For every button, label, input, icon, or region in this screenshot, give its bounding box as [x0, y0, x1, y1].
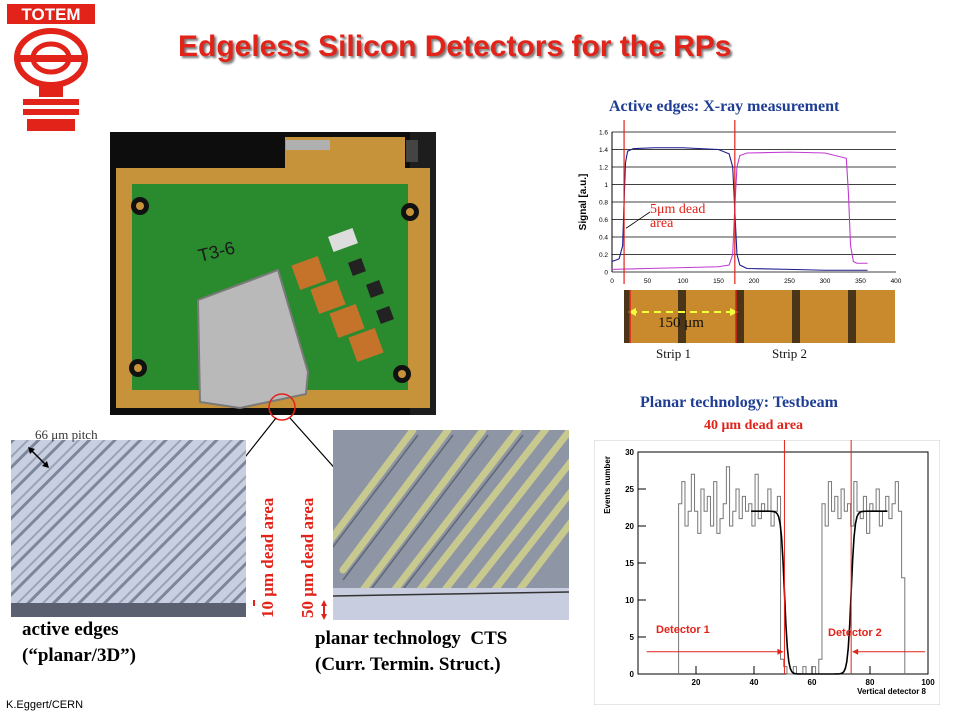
xray-y-tick-label: 0.8	[599, 200, 608, 207]
page-title: Edgeless Silicon Detectors for the RPs	[178, 30, 732, 63]
testbeam-x-tick-label: 20	[692, 678, 701, 687]
detector-2-arrowhead	[852, 648, 859, 655]
testbeam-x-axis-label: Vertical detector 8	[857, 687, 926, 696]
zoom-circle	[268, 393, 296, 421]
testbeam-x-tick-label: 100	[921, 678, 935, 687]
xray-x-tick-label: 300	[820, 278, 831, 285]
totem-logo-text: TOTEM	[21, 5, 80, 24]
detector-board-photo: T3-6	[110, 132, 436, 415]
xray-y-axis-label: Signal [a.u.]	[578, 174, 589, 231]
testbeam-x-tick-label: 40	[750, 678, 759, 687]
testbeam-dead-label: 40 μm dead area	[704, 418, 804, 433]
totem-logo: TOTEM	[5, 3, 97, 133]
testbeam-y-tick-label: 15	[625, 559, 634, 568]
xray-y-tick-label: 0	[604, 270, 608, 277]
testbeam-x-tick-label: 80	[866, 678, 875, 687]
testbeam-y-tick-label: 25	[625, 485, 634, 494]
xray-x-tick-label: 400	[891, 278, 902, 285]
testbeam-y-tick-label: 0	[630, 670, 635, 679]
xray-x-tick-label: 0	[610, 278, 614, 285]
planar-cts-micrograph	[319, 416, 592, 620]
xray-annotation-pointer	[625, 211, 651, 229]
detector-1-arrowhead	[777, 648, 784, 655]
xray-annotation-line-1: 5μm dead	[650, 202, 706, 217]
xray-x-tick-label: 350	[855, 278, 866, 285]
testbeam-y-tick-label: 30	[625, 448, 634, 457]
strip-2-label: Strip 2	[772, 346, 808, 361]
xray-y-tick-label: 1.2	[599, 165, 608, 172]
xray-y-tick-label: 0.4	[599, 235, 608, 242]
xray-y-tick-label: 1.6	[599, 130, 608, 137]
strip-1-label: Strip 1	[656, 346, 692, 361]
footer-author: K.Eggert/CERN	[6, 699, 84, 711]
xray-x-tick-label: 200	[749, 278, 760, 285]
xray-x-tick-label: 150	[713, 278, 724, 285]
xray-x-tick-label: 50	[644, 278, 652, 285]
testbeam-y-axis-label: Events number	[603, 456, 612, 514]
xray-annotation: 5μm dead area	[650, 203, 705, 231]
testbeam-heading: Planar technology: Testbeam	[640, 394, 838, 411]
active-edge-micrograph	[11, 440, 246, 617]
active-edges-line-1: active edges	[22, 619, 119, 640]
xray-y-tick-label: 0.6	[599, 217, 608, 224]
testbeam-fit-curve	[751, 510, 888, 675]
planar-cts-caption: planar technology CTS (Curr. Termin. Str…	[315, 626, 507, 678]
testbeam-x-tick-label: 60	[808, 678, 817, 687]
xray-x-tick-label: 100	[678, 278, 689, 285]
xray-y-tick-label: 1	[604, 182, 608, 189]
strip-scale-label: 150 μm	[658, 315, 704, 331]
active-edges-caption: active edges (“planar/3D”)	[22, 617, 136, 669]
xray-series-2-line	[611, 151, 868, 270]
testbeam-y-tick-label: 10	[625, 596, 634, 605]
detector-1-label: Detector 1	[656, 624, 710, 636]
dead-area-markers	[253, 600, 327, 620]
pitch-label: 66 μm pitch	[35, 427, 98, 442]
xray-chart: 0 0.2 0.4 0.6 0.8 1 1.2 1.4 1.6 0 50 100 150 200 250 30…	[578, 120, 902, 285]
detector-2-label: Detector 2	[828, 627, 882, 639]
xray-heading: Active edges: X-ray measurement	[609, 98, 840, 115]
xray-y-tick-label: 0.2	[599, 252, 608, 259]
testbeam-y-tick-label: 20	[625, 522, 634, 531]
testbeam-frame	[594, 440, 940, 705]
testbeam-y-tick-label: 5	[630, 633, 635, 642]
active-edges-line-2: (“planar/3D”)	[22, 645, 136, 666]
xray-y-tick-label: 1.4	[599, 147, 608, 154]
planar-cts-line-2: (Curr. Termin. Struct.)	[315, 654, 501, 675]
planar-cts-line-1: planar technology CTS	[315, 628, 508, 649]
strip-micrograph	[624, 290, 895, 343]
testbeam-histogram	[678, 466, 906, 675]
xray-annotation-line-2: area	[650, 216, 674, 231]
xray-x-tick-label: 250	[784, 278, 795, 285]
pitch-arrow	[28, 447, 49, 468]
